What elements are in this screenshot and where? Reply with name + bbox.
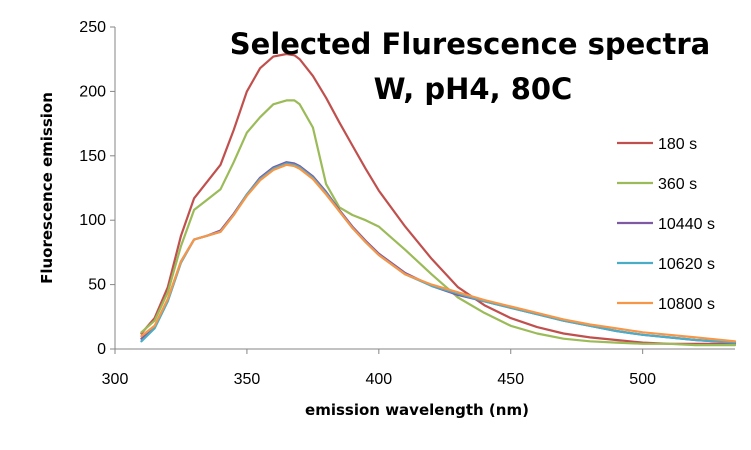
- x-tick-label: 400: [365, 371, 392, 388]
- series-line-360-s: [140, 99, 737, 347]
- x-tick-label: 300: [102, 371, 129, 388]
- legend: 180 s 360 s 10440 s 10620 s 10800 s: [617, 136, 715, 313]
- series-line-10620-s: [140, 162, 737, 344]
- series-line-10440-s: [140, 161, 737, 344]
- y-tick-label: 0: [97, 341, 106, 358]
- axes-layer: 0 50 100 150 200 250 300 350 400 450 500 emission w…: [38, 19, 735, 419]
- y-tick-label: 100: [79, 212, 106, 229]
- chart-title: Selected Flurescence spectra W, pH4, 80C: [230, 27, 710, 106]
- series-layer: [140, 52, 737, 347]
- x-axis-title: emission wavelength (nm): [305, 401, 529, 419]
- y-tick-label: 50: [88, 277, 106, 294]
- series-line-180-s: [140, 52, 737, 345]
- y-axis-title: Fluorescence emission: [38, 92, 56, 284]
- x-tick-label: 350: [234, 371, 261, 388]
- legend-label: 10800 s: [658, 296, 715, 313]
- y-tick-label: 150: [79, 148, 106, 165]
- legend-label: 10620 s: [658, 256, 715, 273]
- legend-label: 180 s: [658, 136, 697, 153]
- chart-title-line-1: Selected Flurescence spectra: [230, 27, 710, 61]
- legend-label: 360 s: [658, 176, 697, 193]
- legend-label: 10440 s: [658, 216, 715, 233]
- y-tick-label: 200: [79, 83, 106, 100]
- chart-title-line-2: W, pH4, 80C: [374, 72, 573, 106]
- series-line-10800-s: [140, 163, 737, 343]
- y-tick-label: 250: [79, 19, 106, 36]
- x-tick-label: 450: [497, 371, 524, 388]
- x-tick-label: 500: [629, 371, 656, 388]
